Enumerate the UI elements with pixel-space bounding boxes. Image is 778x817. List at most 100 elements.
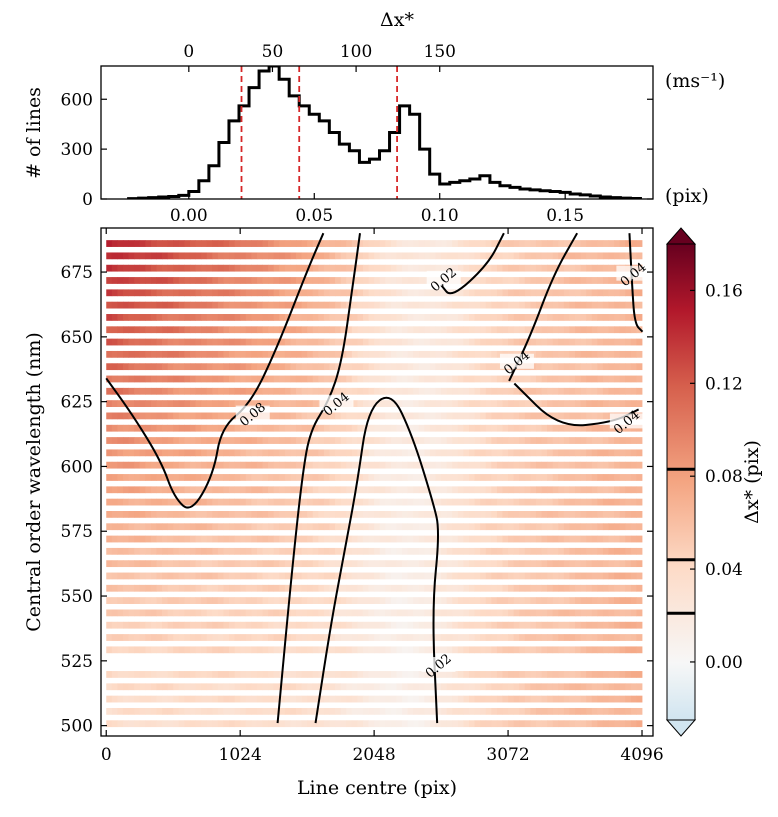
heatmap-cell [558, 461, 565, 469]
heatmap-cell [625, 498, 632, 506]
heatmap-cell [206, 634, 213, 641]
heatmap-cell [441, 301, 448, 309]
heatmap-cell [480, 683, 487, 691]
heatmap-cell [591, 363, 598, 371]
heatmap-cell [396, 289, 403, 297]
heatmap-cell [234, 535, 241, 543]
heatmap-cell [474, 461, 481, 469]
heatmap-cell [111, 449, 118, 457]
heatmap-cell [374, 252, 381, 260]
heatmap-cell [184, 412, 191, 420]
heatmap-cell [457, 486, 464, 494]
heatmap-cell [362, 350, 369, 358]
heatmap-cell [189, 240, 196, 247]
heatmap-cell [580, 350, 587, 358]
heatmap-cell [524, 584, 531, 592]
colorbar-tick-label: 0.16 [705, 281, 743, 301]
heatmap-cell [463, 437, 470, 444]
heatmap-cell [390, 498, 397, 506]
heatmap-cell [323, 449, 330, 457]
heatmap-cell [290, 707, 297, 715]
heatmap-cell [117, 523, 124, 531]
heatmap-cell [273, 671, 280, 678]
heatmap-cell [563, 449, 570, 457]
heatmap-cell [630, 486, 637, 494]
heatmap-cell [530, 437, 537, 444]
heatmap-cell [485, 510, 492, 518]
heatmap-cell [245, 461, 252, 469]
heatmap-cell [206, 326, 213, 334]
heatmap-cell [429, 449, 436, 457]
heatmap-cell [558, 289, 565, 297]
heatmap-cell [178, 363, 185, 371]
heatmap-cell [212, 326, 219, 334]
heatmap-cell [452, 646, 459, 654]
colorbar-bottom-extension [665, 719, 697, 737]
heatmap-cell [279, 609, 286, 617]
heatmap-cell [374, 289, 381, 297]
heatmap-cell [508, 289, 515, 297]
heatmap-cell [106, 437, 113, 444]
heatmap-cell [619, 646, 626, 654]
heatmap-cell [396, 535, 403, 543]
heatmap-cell [625, 535, 632, 543]
heatmap-cell [469, 560, 475, 568]
heatmap-cell [513, 486, 520, 494]
heatmap-cell [614, 683, 621, 691]
heatmap-cell [508, 609, 515, 617]
heatmap-cell [167, 326, 174, 334]
heatmap-cell [480, 350, 487, 358]
heatmap-cell [441, 486, 448, 494]
heatmap-cell [268, 621, 275, 629]
heatmap-cell [552, 671, 559, 678]
heatmap-cell [251, 671, 258, 678]
heatmap-cell [496, 683, 503, 691]
heatmap-cell [240, 437, 247, 444]
heatmap-cell [519, 412, 526, 420]
heatmap-cell [139, 584, 146, 592]
heatmap-cell [195, 695, 202, 703]
heatmap-cell [608, 560, 615, 568]
heatmap-cell [586, 498, 593, 506]
heatmap-cell [530, 289, 537, 297]
heatmap-cell [474, 338, 481, 346]
heatmap-cell [530, 498, 537, 506]
heatmap-cell [184, 597, 191, 604]
heatmap-cell [201, 252, 208, 260]
heatmap-cell [312, 277, 319, 284]
heatmap-cell [223, 400, 230, 407]
heatmap-cell [485, 461, 492, 469]
heatmap-cell [446, 609, 453, 617]
heatmap-cell [178, 400, 185, 407]
heatmap-cell [268, 326, 275, 334]
heatmap-cell [602, 277, 609, 284]
heatmap-cell [524, 474, 531, 481]
heatmap-cell [491, 523, 498, 531]
heatmap-cell [106, 424, 113, 432]
heatmap-cell [301, 535, 308, 543]
heatmap-cell [569, 289, 576, 297]
heatmap-cell [145, 707, 152, 715]
heatmap-cell [318, 449, 325, 457]
heatmap-cell [273, 510, 280, 518]
heatmap-cell [329, 252, 336, 260]
heatmap-cell [441, 572, 448, 580]
heatmap-cell [485, 683, 492, 691]
heatmap-cell [625, 400, 632, 407]
heatmap-cell [530, 621, 537, 629]
heatmap-cell [251, 720, 258, 728]
heatmap-cell [496, 572, 503, 580]
heatmap-cell [563, 375, 570, 383]
heatmap-cell [111, 634, 118, 641]
heatmap-cell [374, 277, 381, 284]
heatmap-cell [206, 240, 213, 247]
heatmap-cell [602, 301, 609, 309]
heatmap-cell [558, 683, 565, 691]
heatmap-cell [295, 695, 302, 703]
heatmap-cell [385, 449, 392, 457]
heatmap-cell [312, 350, 319, 358]
heatmap-cell [396, 560, 403, 568]
heatmap-cell [368, 314, 375, 321]
heatmap-cell [256, 277, 263, 284]
heatmap-cell [519, 671, 526, 678]
